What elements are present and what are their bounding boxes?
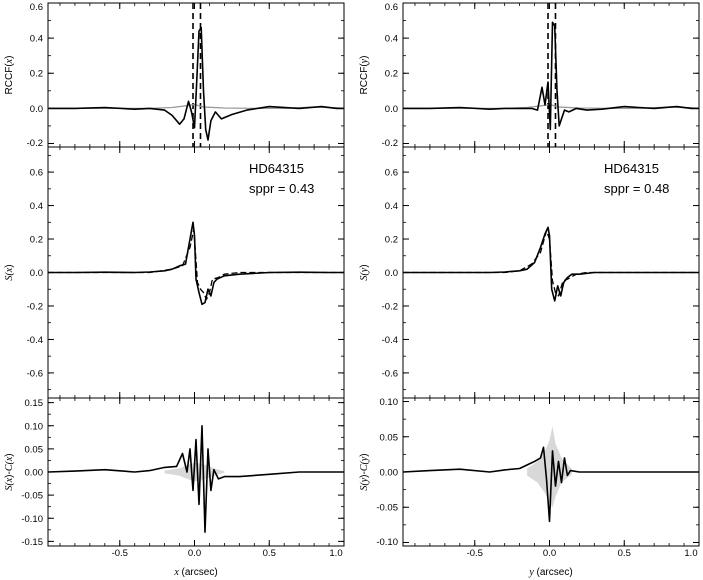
y-tick-label: 0.6 — [385, 2, 398, 13]
y-tick-label: 0.2 — [385, 69, 398, 80]
x-tick-label: 0.5 — [263, 548, 276, 559]
sppr-annotation: sppr = 0.43 — [249, 181, 314, 196]
right-x-axis-label: y (arcsec) — [528, 567, 572, 578]
y-tick-label: 0.4 — [385, 34, 398, 45]
y-tick-label: 0.4 — [30, 34, 43, 45]
y-tick-label: -0.2 — [382, 301, 398, 312]
x-tick-label: -0.5 — [112, 548, 128, 559]
signal-y-axis-label: S(x) — [4, 264, 15, 280]
y-tick-label: 0.6 — [385, 168, 398, 179]
right-rccf-panel: -0.2 0.0 0.2 0.4 0.6 RCCF(y) — [359, 2, 700, 149]
y-tick-label: 0.2 — [30, 235, 43, 246]
y-tick-label: 0.4 — [385, 201, 398, 212]
signal-series-1-black — [403, 226, 699, 302]
star-name-annotation: HD64315 — [604, 161, 659, 176]
y-tick-label: 0.00 — [380, 468, 399, 479]
x-tick-label: 0.0 — [543, 548, 556, 559]
x-tick-label: 0.0 — [188, 548, 201, 559]
y-tick-label: -0.2 — [27, 301, 43, 312]
y-tick-label: 0.2 — [385, 235, 398, 246]
left-x-axis-label: x (arcsec) — [173, 567, 217, 578]
x-tick-label: 0.5 — [618, 548, 631, 559]
rccf-y-axis-label: RCCF(y) — [359, 56, 370, 95]
y-tick-label: -0.6 — [382, 368, 398, 379]
panel-frame — [47, 2, 345, 148]
y-tick-label: 0.15 — [25, 398, 44, 409]
y-tick-label: -0.4 — [27, 335, 43, 346]
y-tick-label: 0.05 — [380, 432, 399, 443]
left-chart: -0.2 0.0 0.2 0.4 0.6 RCCF(x) -0.6 -0.4 -0.2 0.0 0.… — [4, 2, 345, 578]
left-rccf-panel: -0.2 0.0 0.2 0.4 0.6 RCCF(x) — [4, 2, 345, 149]
y-tick-label: 0.10 — [25, 421, 44, 432]
rccf-y-axis-label: RCCF(x) — [4, 56, 15, 95]
y-tick-label: -0.2 — [27, 138, 43, 149]
uncertainty-band — [527, 426, 572, 508]
signal-series-1-black — [48, 221, 344, 306]
y-tick-label: 0.2 — [30, 69, 43, 80]
x-tick-label: 1.0 — [329, 548, 342, 559]
y-tick-label: -0.10 — [21, 514, 43, 525]
y-tick-label: 0.10 — [380, 397, 399, 408]
x-tick-label: 1.0 — [684, 548, 697, 559]
y-tick-label: 0.0 — [385, 268, 398, 279]
y-tick-label: -0.4 — [382, 335, 398, 346]
diff-series-0-black — [402, 446, 699, 523]
diff-series-0-black — [47, 424, 344, 533]
left-diff-panel: -0.15 -0.10 -0.05 0.00 0.05 0.10 0.15 S(x)-C(x)… — [4, 397, 345, 559]
right-chart: -0.2 0.0 0.2 0.4 0.6 RCCF(y) -0.6 -0.4 -0.2 0.0 0.… — [359, 2, 700, 578]
rccf-series-1-black — [48, 26, 344, 141]
rccf-series-1-black — [403, 21, 699, 131]
y-tick-label: -0.2 — [382, 138, 398, 149]
y-tick-label: -0.10 — [376, 537, 398, 548]
y-tick-label: 0.6 — [30, 2, 43, 13]
y-tick-label: 0.0 — [385, 104, 398, 115]
y-tick-label: 0.0 — [30, 268, 43, 279]
y-tick-label: 0.0 — [30, 104, 43, 115]
right-signal-panel: -0.6 -0.4 -0.2 0.0 0.2 0.4 0.6 S(y) HD64315 sppr … — [359, 146, 700, 399]
sppr-annotation: sppr = 0.48 — [604, 181, 669, 196]
y-tick-label: 0.4 — [30, 201, 43, 212]
y-tick-label: -0.05 — [21, 491, 43, 502]
y-tick-label: 0.05 — [25, 444, 44, 455]
x-tick-label: -0.5 — [467, 548, 483, 559]
diff-y-axis-label: S(y)-C(y) — [359, 453, 370, 490]
y-tick-label: 0.00 — [25, 468, 44, 479]
left-signal-panel: -0.6 -0.4 -0.2 0.0 0.2 0.4 0.6 S(x) HD64315 sppr … — [4, 146, 345, 399]
y-tick-label: -0.6 — [27, 368, 43, 379]
right-diff-panel: -0.10 -0.05 0.00 0.05 0.10 S(y)-C(y) -0.5 0.0 0.… — [359, 397, 700, 559]
star-name-annotation: HD64315 — [249, 161, 304, 176]
diff-y-axis-label: S(x)-C(x) — [4, 453, 15, 490]
signal-y-axis-label: S(y) — [359, 264, 370, 280]
y-tick-label: 0.6 — [30, 168, 43, 179]
y-tick-label: -0.15 — [21, 537, 43, 548]
y-tick-label: -0.05 — [376, 503, 398, 514]
